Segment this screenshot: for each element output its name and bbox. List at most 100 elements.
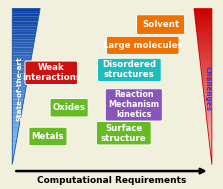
Polygon shape (200, 58, 212, 60)
Polygon shape (12, 29, 36, 32)
Polygon shape (12, 11, 40, 14)
Polygon shape (12, 32, 36, 35)
Polygon shape (202, 79, 212, 81)
Polygon shape (211, 154, 212, 157)
Text: Metals: Metals (32, 132, 64, 141)
Polygon shape (204, 97, 212, 99)
Polygon shape (203, 89, 212, 92)
Polygon shape (12, 123, 20, 125)
Polygon shape (204, 99, 212, 102)
Polygon shape (198, 47, 212, 50)
Text: Large molecules: Large molecules (103, 41, 183, 50)
Polygon shape (209, 138, 212, 141)
Polygon shape (12, 110, 22, 112)
Polygon shape (12, 136, 17, 138)
Polygon shape (12, 157, 14, 159)
Polygon shape (12, 76, 28, 79)
Polygon shape (208, 133, 212, 136)
Polygon shape (209, 136, 212, 138)
Polygon shape (196, 27, 212, 29)
Polygon shape (12, 22, 38, 24)
Polygon shape (12, 35, 35, 37)
Polygon shape (194, 11, 212, 14)
Polygon shape (12, 81, 27, 84)
Text: Reaction
Mechanism
kinetics: Reaction Mechanism kinetics (108, 90, 159, 119)
Polygon shape (12, 138, 17, 141)
Polygon shape (205, 107, 212, 110)
FancyBboxPatch shape (96, 122, 151, 145)
Polygon shape (12, 27, 37, 29)
Polygon shape (12, 99, 24, 102)
Text: Oxides: Oxides (53, 103, 86, 112)
Polygon shape (12, 141, 17, 144)
Polygon shape (12, 149, 15, 151)
Text: Surface
structure: Surface structure (101, 124, 147, 143)
Polygon shape (12, 84, 27, 87)
Polygon shape (12, 92, 25, 94)
Polygon shape (12, 66, 30, 68)
Polygon shape (12, 9, 40, 11)
Polygon shape (206, 115, 212, 118)
Polygon shape (194, 9, 212, 11)
Polygon shape (203, 87, 212, 89)
Polygon shape (12, 40, 35, 42)
Polygon shape (12, 89, 26, 92)
Polygon shape (200, 60, 212, 63)
Polygon shape (12, 151, 14, 154)
Polygon shape (205, 102, 212, 105)
Polygon shape (12, 47, 33, 50)
Polygon shape (208, 131, 212, 133)
FancyBboxPatch shape (29, 127, 67, 146)
Polygon shape (200, 63, 212, 66)
FancyBboxPatch shape (97, 58, 161, 82)
Polygon shape (196, 24, 212, 27)
Polygon shape (203, 84, 212, 87)
Polygon shape (199, 53, 212, 55)
Polygon shape (204, 94, 212, 97)
Polygon shape (197, 37, 212, 40)
Polygon shape (12, 162, 13, 164)
Polygon shape (12, 120, 20, 123)
Polygon shape (198, 42, 212, 45)
FancyBboxPatch shape (25, 61, 78, 84)
Polygon shape (12, 45, 34, 47)
Polygon shape (12, 14, 39, 16)
Polygon shape (12, 115, 21, 118)
FancyBboxPatch shape (105, 89, 162, 121)
Polygon shape (201, 68, 212, 71)
Text: State-of-the-art: State-of-the-art (17, 57, 23, 121)
Polygon shape (12, 102, 23, 105)
Polygon shape (207, 120, 212, 123)
Polygon shape (195, 16, 212, 19)
Polygon shape (206, 118, 212, 120)
Polygon shape (196, 29, 212, 32)
Polygon shape (12, 58, 31, 60)
Polygon shape (205, 105, 212, 107)
Polygon shape (200, 66, 212, 68)
Polygon shape (211, 157, 212, 159)
Polygon shape (12, 19, 38, 22)
Polygon shape (12, 79, 28, 81)
Polygon shape (202, 81, 212, 84)
Polygon shape (12, 50, 33, 53)
Polygon shape (12, 37, 35, 40)
Polygon shape (12, 97, 24, 99)
Text: Challenges: Challenges (204, 66, 210, 111)
Polygon shape (12, 16, 39, 19)
Text: Weak
interactions: Weak interactions (22, 63, 81, 82)
Polygon shape (209, 144, 212, 146)
Polygon shape (209, 141, 212, 144)
Polygon shape (199, 55, 212, 58)
Polygon shape (12, 63, 30, 66)
Polygon shape (12, 105, 23, 107)
Polygon shape (12, 133, 18, 136)
Polygon shape (197, 35, 212, 37)
Polygon shape (12, 87, 26, 89)
FancyBboxPatch shape (136, 15, 185, 34)
Polygon shape (12, 71, 29, 74)
Polygon shape (12, 55, 32, 58)
Polygon shape (195, 19, 212, 22)
Polygon shape (210, 146, 212, 149)
Polygon shape (12, 53, 32, 55)
Polygon shape (202, 76, 212, 79)
